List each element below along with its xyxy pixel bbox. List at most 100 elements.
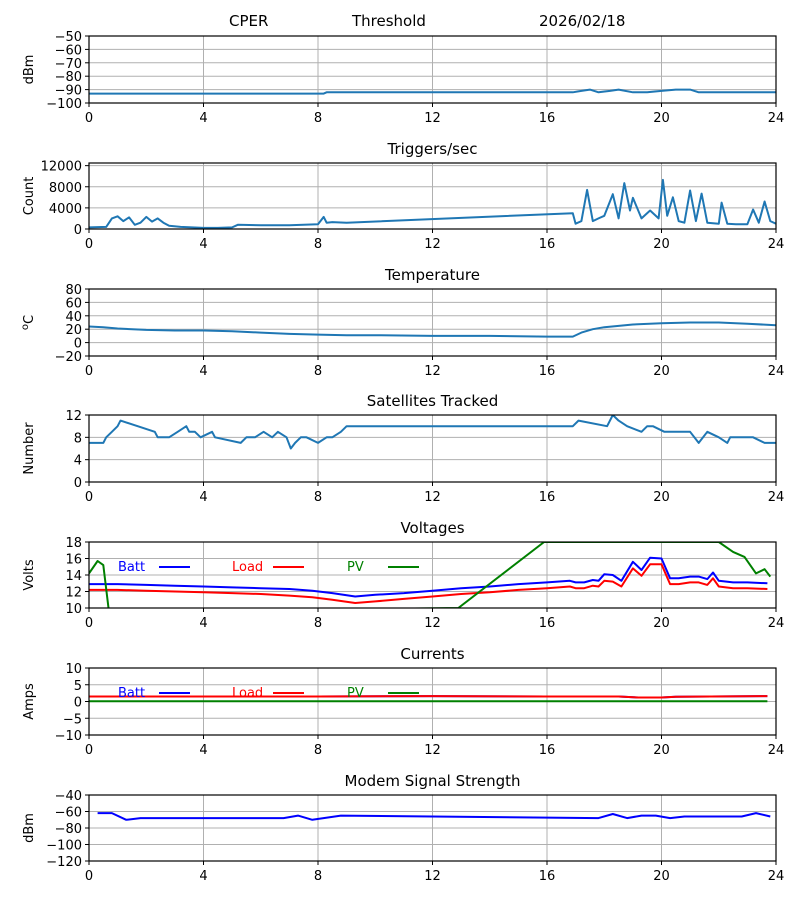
y-tick-label: 0 xyxy=(74,476,82,491)
x-tick-label: 16 xyxy=(539,237,556,252)
x-tick-label: 8 xyxy=(314,869,322,884)
x-tick-label: 20 xyxy=(653,364,670,379)
x-tick-label: 24 xyxy=(768,237,785,252)
x-tick-label: 0 xyxy=(85,743,93,758)
plot-frame xyxy=(88,794,777,862)
x-tick-label: 20 xyxy=(653,743,670,758)
chart-title: Satellites Tracked xyxy=(367,392,498,410)
x-tick-label: 0 xyxy=(85,616,93,631)
x-tick-label: 8 xyxy=(314,743,322,758)
x-tick-label: 20 xyxy=(653,616,670,631)
legend-label-load: Load xyxy=(232,560,263,575)
x-tick-label: 24 xyxy=(768,869,785,884)
series-line-triggers xyxy=(89,178,776,229)
y-axis-label: dBm xyxy=(22,55,37,85)
series-line-modem xyxy=(97,812,771,821)
x-tick-label: 12 xyxy=(424,111,441,126)
x-tick-label: 12 xyxy=(424,616,441,631)
y-axis-label: Amps xyxy=(22,683,37,720)
x-tick-label: 4 xyxy=(199,616,207,631)
y-tick-label: −5 xyxy=(63,712,82,727)
y-axis-label: dBm xyxy=(22,813,37,843)
y-axis-label: oC xyxy=(20,315,37,330)
chart-title: Currents xyxy=(400,645,464,663)
x-tick-label: 0 xyxy=(85,237,93,252)
legend-label-batt: Batt xyxy=(118,560,145,575)
x-tick-label: 8 xyxy=(314,364,322,379)
y-tick-label: −70 xyxy=(55,57,82,72)
x-tick-label: 4 xyxy=(199,364,207,379)
y-tick-label: 20 xyxy=(65,323,82,338)
x-tick-label: 20 xyxy=(653,490,670,505)
x-tick-label: 24 xyxy=(768,616,785,631)
y-tick-label: −80 xyxy=(55,70,82,85)
y-tick-label: −10 xyxy=(55,729,82,744)
y-tick-label: 18 xyxy=(65,536,82,551)
y-tick-label: −60 xyxy=(55,43,82,58)
x-tick-label: 16 xyxy=(539,869,556,884)
x-tick-label: 12 xyxy=(424,237,441,252)
legend-label-batt: Batt xyxy=(118,686,145,701)
y-tick-label: 12 xyxy=(65,409,82,424)
y-tick-label: −120 xyxy=(46,855,82,870)
y-axis-label: Number xyxy=(22,422,37,475)
x-tick-label: 4 xyxy=(199,869,207,884)
y-tick-label: 40 xyxy=(65,310,82,325)
plot-frame xyxy=(88,414,777,483)
x-tick-label: 0 xyxy=(85,364,93,379)
x-tick-label: 8 xyxy=(314,490,322,505)
chart-panel-3: 0 4 8 12 16 20 24 0 4 8 12 Satellites Tracked Number xyxy=(22,392,784,505)
x-tick-label: 16 xyxy=(539,364,556,379)
x-tick-label: 8 xyxy=(314,237,322,252)
y-tick-label: −100 xyxy=(46,839,82,854)
y-tick-label: −50 xyxy=(55,30,82,45)
plot-frame xyxy=(88,288,777,357)
y-tick-label: −40 xyxy=(55,789,82,804)
x-tick-label: 24 xyxy=(768,111,785,126)
y-tick-label: 8 xyxy=(74,431,82,446)
x-tick-label: 20 xyxy=(653,869,670,884)
y-tick-label: −60 xyxy=(55,806,82,821)
y-tick-label: 60 xyxy=(65,296,82,311)
header-mode: Threshold xyxy=(352,12,426,30)
header-station: CPER xyxy=(229,12,269,30)
series-line-temperature xyxy=(89,321,776,338)
y-tick-label: 0 xyxy=(74,696,82,711)
x-tick-label: 24 xyxy=(768,364,785,379)
y-axis-label: Count xyxy=(22,177,37,216)
x-tick-label: 0 xyxy=(85,490,93,505)
y-tick-label: 5 xyxy=(74,679,82,694)
chart-title: Triggers/sec xyxy=(387,140,478,158)
y-tick-label: −90 xyxy=(55,84,82,99)
legend-label-load: Load xyxy=(232,686,263,701)
series-line-load xyxy=(89,563,768,604)
header-date: 2026/02/18 xyxy=(539,12,626,30)
y-tick-label: 0 xyxy=(74,337,82,352)
legend-label-pv: PV xyxy=(347,686,364,701)
x-tick-label: 12 xyxy=(424,364,441,379)
plot-frame xyxy=(88,35,777,104)
x-tick-label: 4 xyxy=(199,111,207,126)
x-tick-label: 20 xyxy=(653,237,670,252)
y-tick-label: 14 xyxy=(65,569,82,584)
plot-frame xyxy=(88,667,777,736)
chart-panel-0: 0 4 8 12 16 20 24 −100−90−80−70−60−50 dBm xyxy=(22,30,784,126)
x-tick-label: 16 xyxy=(539,111,556,126)
chart-title: Voltages xyxy=(400,519,464,537)
y-tick-label: 4 xyxy=(74,454,82,469)
series-line-threshold xyxy=(89,88,776,95)
x-tick-label: 16 xyxy=(539,616,556,631)
x-tick-label: 8 xyxy=(314,616,322,631)
y-tick-label: 12 xyxy=(65,586,82,601)
legend-label-pv: PV xyxy=(347,560,364,575)
x-tick-label: 24 xyxy=(768,490,785,505)
x-tick-label: 16 xyxy=(539,743,556,758)
x-tick-label: 12 xyxy=(424,743,441,758)
x-tick-label: 8 xyxy=(314,111,322,126)
series-line-batt xyxy=(89,556,768,598)
x-tick-label: 0 xyxy=(85,111,93,126)
y-tick-label: 80 xyxy=(65,283,82,298)
